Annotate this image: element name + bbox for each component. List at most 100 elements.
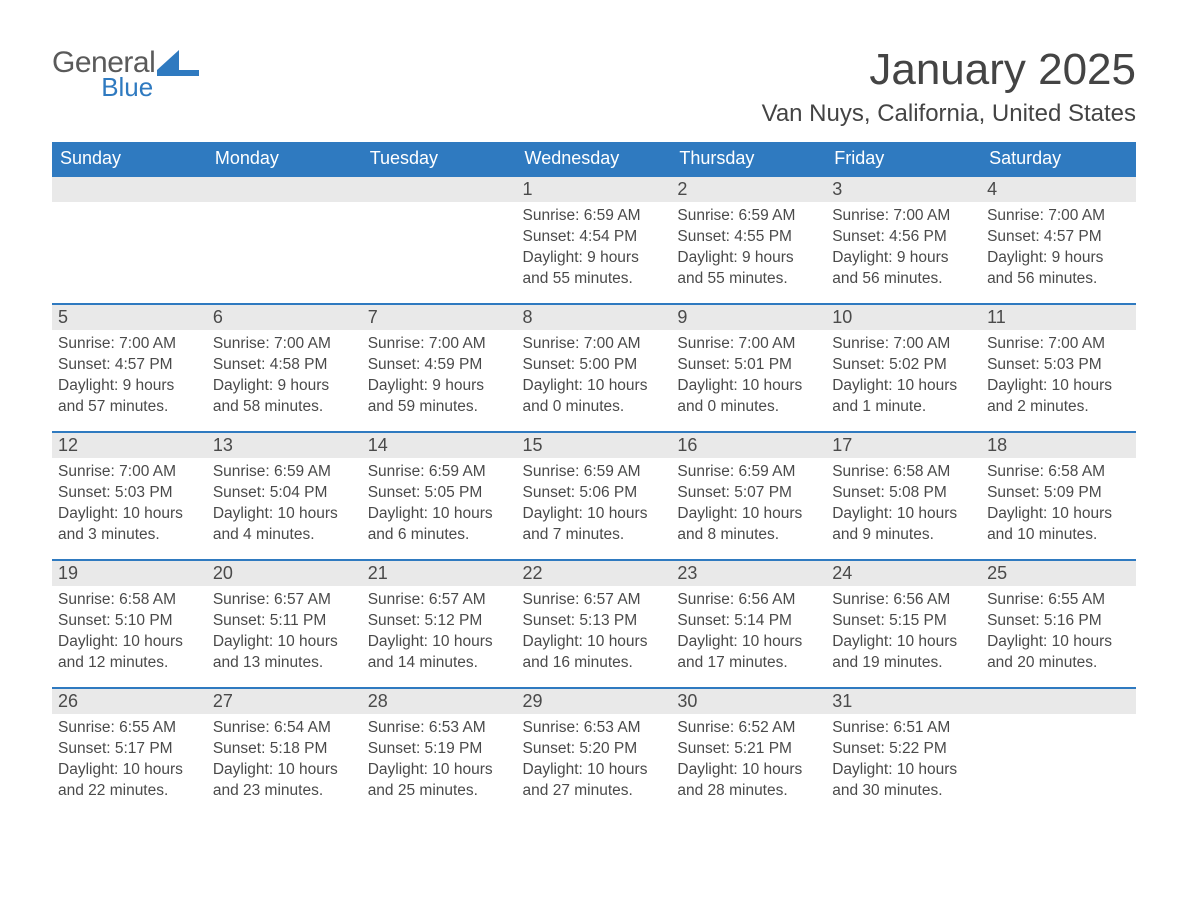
calendar-week-row: 5Sunrise: 7:00 AMSunset: 4:57 PMDaylight… [52, 303, 1136, 431]
day-number: 10 [826, 303, 981, 330]
calendar-day-cell: 13Sunrise: 6:59 AMSunset: 5:04 PMDayligh… [207, 431, 362, 559]
day-number: 1 [517, 175, 672, 202]
day-details [981, 714, 1136, 726]
calendar-day-cell [52, 175, 207, 303]
day-number: 20 [207, 559, 362, 586]
day-number [207, 175, 362, 202]
day-details: Sunrise: 6:57 AMSunset: 5:12 PMDaylight:… [362, 586, 517, 682]
day-number: 9 [671, 303, 826, 330]
calendar-table: SundayMondayTuesdayWednesdayThursdayFrid… [52, 142, 1136, 815]
day-number [981, 687, 1136, 714]
calendar-day-cell: 20Sunrise: 6:57 AMSunset: 5:11 PMDayligh… [207, 559, 362, 687]
calendar-day-cell: 1Sunrise: 6:59 AMSunset: 4:54 PMDaylight… [517, 175, 672, 303]
day-number: 13 [207, 431, 362, 458]
page-header: General Blue January 2025 Van Nuys, Cali… [52, 48, 1136, 138]
calendar-day-cell: 2Sunrise: 6:59 AMSunset: 4:55 PMDaylight… [671, 175, 826, 303]
day-details: Sunrise: 6:58 AMSunset: 5:09 PMDaylight:… [981, 458, 1136, 554]
day-number: 25 [981, 559, 1136, 586]
day-details: Sunrise: 6:54 AMSunset: 5:18 PMDaylight:… [207, 714, 362, 810]
day-details [52, 202, 207, 214]
day-number: 29 [517, 687, 672, 714]
day-details: Sunrise: 6:59 AMSunset: 5:05 PMDaylight:… [362, 458, 517, 554]
day-number: 24 [826, 559, 981, 586]
day-number: 14 [362, 431, 517, 458]
calendar-day-cell: 6Sunrise: 7:00 AMSunset: 4:58 PMDaylight… [207, 303, 362, 431]
day-number: 30 [671, 687, 826, 714]
day-number: 7 [362, 303, 517, 330]
title-block: January 2025 Van Nuys, California, Unite… [762, 48, 1136, 138]
calendar-day-cell: 25Sunrise: 6:55 AMSunset: 5:16 PMDayligh… [981, 559, 1136, 687]
day-number: 4 [981, 175, 1136, 202]
day-number: 17 [826, 431, 981, 458]
day-number: 26 [52, 687, 207, 714]
day-details: Sunrise: 7:00 AMSunset: 5:02 PMDaylight:… [826, 330, 981, 426]
day-number: 16 [671, 431, 826, 458]
day-details: Sunrise: 6:52 AMSunset: 5:21 PMDaylight:… [671, 714, 826, 810]
day-header: Wednesday [517, 142, 672, 175]
calendar-day-cell: 5Sunrise: 7:00 AMSunset: 4:57 PMDaylight… [52, 303, 207, 431]
day-details: Sunrise: 6:56 AMSunset: 5:15 PMDaylight:… [826, 586, 981, 682]
day-details: Sunrise: 6:59 AMSunset: 5:06 PMDaylight:… [517, 458, 672, 554]
calendar-week-row: 12Sunrise: 7:00 AMSunset: 5:03 PMDayligh… [52, 431, 1136, 559]
day-details: Sunrise: 6:51 AMSunset: 5:22 PMDaylight:… [826, 714, 981, 810]
day-number: 11 [981, 303, 1136, 330]
day-header: Monday [207, 142, 362, 175]
day-number: 27 [207, 687, 362, 714]
day-details: Sunrise: 6:56 AMSunset: 5:14 PMDaylight:… [671, 586, 826, 682]
day-details [207, 202, 362, 214]
day-details: Sunrise: 6:57 AMSunset: 5:13 PMDaylight:… [517, 586, 672, 682]
calendar-day-cell [207, 175, 362, 303]
calendar-day-cell [981, 687, 1136, 815]
calendar-week-row: 1Sunrise: 6:59 AMSunset: 4:54 PMDaylight… [52, 175, 1136, 303]
calendar-day-cell: 11Sunrise: 7:00 AMSunset: 5:03 PMDayligh… [981, 303, 1136, 431]
calendar-day-cell: 23Sunrise: 6:56 AMSunset: 5:14 PMDayligh… [671, 559, 826, 687]
day-number: 21 [362, 559, 517, 586]
day-header: Tuesday [362, 142, 517, 175]
day-number: 6 [207, 303, 362, 330]
day-details: Sunrise: 7:00 AMSunset: 4:59 PMDaylight:… [362, 330, 517, 426]
calendar-day-cell: 16Sunrise: 6:59 AMSunset: 5:07 PMDayligh… [671, 431, 826, 559]
calendar-day-cell: 24Sunrise: 6:56 AMSunset: 5:15 PMDayligh… [826, 559, 981, 687]
calendar-day-cell: 26Sunrise: 6:55 AMSunset: 5:17 PMDayligh… [52, 687, 207, 815]
day-number: 19 [52, 559, 207, 586]
day-header-row: SundayMondayTuesdayWednesdayThursdayFrid… [52, 142, 1136, 175]
day-number: 12 [52, 431, 207, 458]
calendar-day-cell: 30Sunrise: 6:52 AMSunset: 5:21 PMDayligh… [671, 687, 826, 815]
calendar-day-cell: 31Sunrise: 6:51 AMSunset: 5:22 PMDayligh… [826, 687, 981, 815]
day-details: Sunrise: 6:53 AMSunset: 5:20 PMDaylight:… [517, 714, 672, 810]
calendar-body: 1Sunrise: 6:59 AMSunset: 4:54 PMDaylight… [52, 175, 1136, 815]
calendar-day-cell: 9Sunrise: 7:00 AMSunset: 5:01 PMDaylight… [671, 303, 826, 431]
day-number: 2 [671, 175, 826, 202]
calendar-day-cell: 10Sunrise: 7:00 AMSunset: 5:02 PMDayligh… [826, 303, 981, 431]
day-header: Friday [826, 142, 981, 175]
calendar-day-cell: 27Sunrise: 6:54 AMSunset: 5:18 PMDayligh… [207, 687, 362, 815]
calendar-week-row: 26Sunrise: 6:55 AMSunset: 5:17 PMDayligh… [52, 687, 1136, 815]
month-title: January 2025 [762, 48, 1136, 92]
brand-text: General Blue [52, 48, 155, 100]
day-details: Sunrise: 7:00 AMSunset: 5:01 PMDaylight:… [671, 330, 826, 426]
calendar-day-cell: 22Sunrise: 6:57 AMSunset: 5:13 PMDayligh… [517, 559, 672, 687]
day-number: 28 [362, 687, 517, 714]
day-details: Sunrise: 7:00 AMSunset: 4:58 PMDaylight:… [207, 330, 362, 426]
day-number: 8 [517, 303, 672, 330]
calendar-day-cell: 4Sunrise: 7:00 AMSunset: 4:57 PMDaylight… [981, 175, 1136, 303]
day-details: Sunrise: 6:58 AMSunset: 5:10 PMDaylight:… [52, 586, 207, 682]
day-number: 5 [52, 303, 207, 330]
day-details: Sunrise: 6:59 AMSunset: 5:04 PMDaylight:… [207, 458, 362, 554]
day-details: Sunrise: 7:00 AMSunset: 4:57 PMDaylight:… [52, 330, 207, 426]
calendar-day-cell: 29Sunrise: 6:53 AMSunset: 5:20 PMDayligh… [517, 687, 672, 815]
day-details [362, 202, 517, 214]
day-details: Sunrise: 6:53 AMSunset: 5:19 PMDaylight:… [362, 714, 517, 810]
calendar-day-cell: 12Sunrise: 7:00 AMSunset: 5:03 PMDayligh… [52, 431, 207, 559]
day-number [52, 175, 207, 202]
calendar-day-cell: 18Sunrise: 6:58 AMSunset: 5:09 PMDayligh… [981, 431, 1136, 559]
calendar-day-cell: 3Sunrise: 7:00 AMSunset: 4:56 PMDaylight… [826, 175, 981, 303]
day-details: Sunrise: 7:00 AMSunset: 5:03 PMDaylight:… [981, 330, 1136, 426]
day-number: 31 [826, 687, 981, 714]
day-number [362, 175, 517, 202]
calendar-day-cell: 14Sunrise: 6:59 AMSunset: 5:05 PMDayligh… [362, 431, 517, 559]
calendar-week-row: 19Sunrise: 6:58 AMSunset: 5:10 PMDayligh… [52, 559, 1136, 687]
calendar-day-cell: 8Sunrise: 7:00 AMSunset: 5:00 PMDaylight… [517, 303, 672, 431]
day-number: 15 [517, 431, 672, 458]
day-number: 23 [671, 559, 826, 586]
